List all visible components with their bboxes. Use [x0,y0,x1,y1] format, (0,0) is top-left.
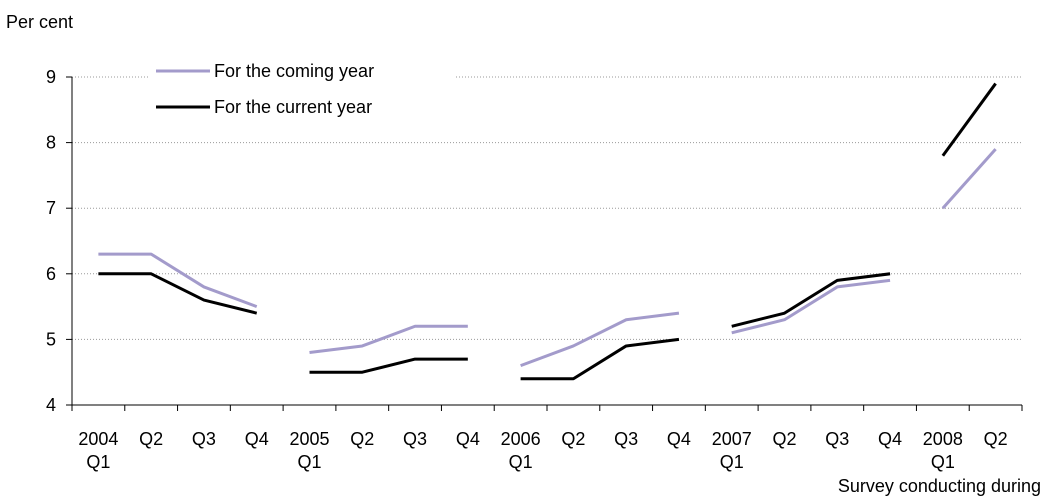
x-tick-label: Q4 [667,429,691,449]
legend-label: For the current year [214,97,372,117]
series-segment [941,148,997,210]
x-tick-label: Q2 [139,429,163,449]
series-segment [309,357,468,374]
y-tick-label: 8 [46,133,56,153]
series-segment [309,324,468,355]
x-axis-label: Survey conducting during [838,476,1041,496]
series-segment [731,272,891,328]
x-tick-label: 2006 Q1 [501,429,541,472]
x-axis-ticks: 2004 Q1 Q2 Q3 Q4 2005 Q1 Q2 Q3 Q4 2006 Q1 Q2 Q3 Q4 2007… [71,405,1023,472]
x-tick-label: Q4 [456,429,480,449]
x-tick-label: Q2 [350,429,374,449]
x-tick-label: Q4 [878,429,902,449]
x-tick-label: 2005 Q1 [289,429,329,472]
legend: For the coming year For the current year [150,54,455,126]
x-tick-label: Q3 [403,429,427,449]
x-tick-label: 2004 Q1 [78,429,118,472]
x-tick-label: Q3 [825,429,849,449]
y-tick-label: 6 [46,264,56,284]
x-tick-label: Q3 [192,429,216,449]
series-segment [941,82,997,157]
y-axis-ticks: 4 5 6 7 8 9 [46,67,72,415]
series-lines [98,82,997,381]
legend-background [150,54,455,126]
legend-label: For the coming year [214,61,374,81]
series-segment [520,337,680,381]
series-current-year [98,82,997,381]
x-tick-label: Q2 [984,429,1008,449]
y-axis-label: Per cent [6,12,73,32]
series-segment [98,252,258,309]
gridlines [72,76,1022,340]
x-tick-label: Q3 [614,429,638,449]
series-segment [98,272,258,315]
x-tick-label: Q4 [245,429,269,449]
x-tick-label: 2007 Q1 [712,429,752,472]
y-tick-label: 4 [46,395,56,415]
y-tick-label: 9 [46,67,56,87]
x-tick-label: 2008 Q1 [923,429,963,472]
series-segment [731,278,891,335]
x-tick-label: Q2 [772,429,796,449]
x-tick-label: Q2 [561,429,585,449]
series-coming-year [98,148,997,368]
series-segment [520,311,680,368]
y-tick-label: 5 [46,329,56,349]
y-tick-label: 7 [46,198,56,218]
